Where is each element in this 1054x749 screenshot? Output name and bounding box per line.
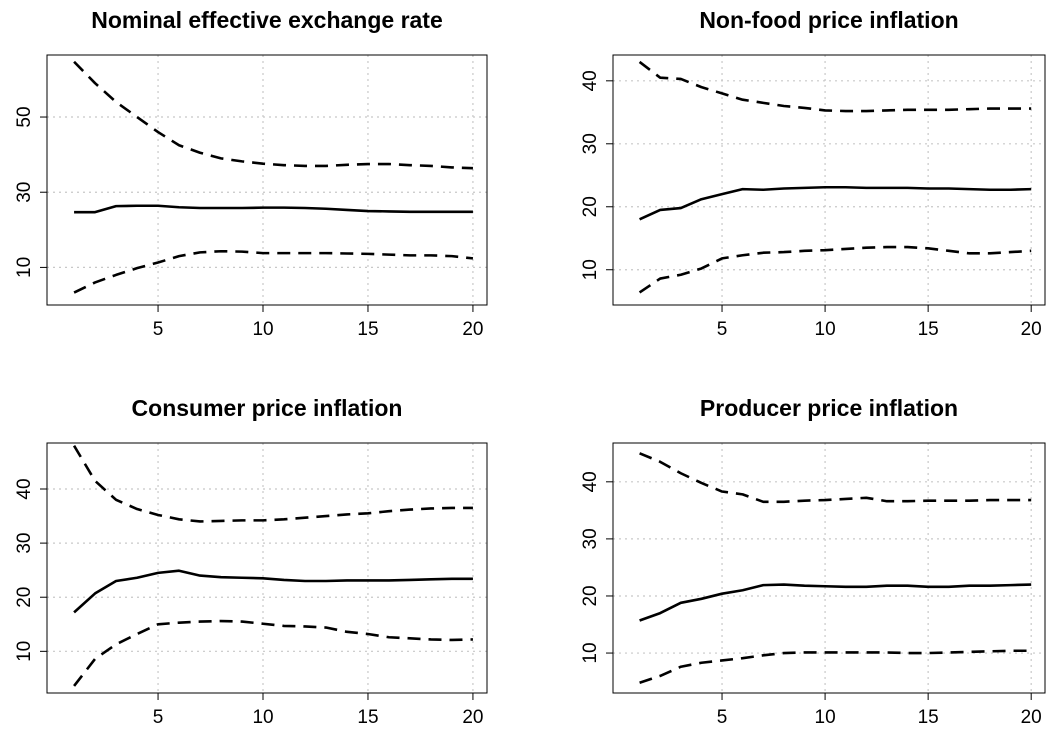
series-line: [638, 60, 1032, 113]
series-line: [72, 445, 473, 523]
y-tick-label: 40: [14, 478, 35, 499]
y-tick-label: 40: [580, 471, 601, 492]
y-tick-label: 10: [14, 641, 35, 662]
x-tick-label: 20: [462, 319, 483, 340]
panel-title: Consumer price inflation: [132, 395, 403, 421]
series-line: [639, 185, 1032, 221]
series-line: [639, 583, 1032, 622]
x-tick-label: 10: [815, 707, 836, 728]
x-tick-label: 20: [462, 707, 483, 728]
series-line: [638, 245, 1032, 294]
plot-frame: [612, 442, 1046, 694]
y-tick-label: 20: [580, 196, 601, 217]
x-tick-label: 15: [357, 319, 378, 340]
y-tick-label: 10: [580, 259, 601, 280]
y-tick-label: 20: [14, 587, 35, 608]
x-tick-label: 20: [1021, 319, 1042, 340]
y-tick-label: 10: [580, 642, 601, 663]
y-tick-label: 30: [14, 533, 35, 554]
y-tick-label: 50: [14, 106, 35, 127]
x-tick-label: 20: [1021, 707, 1042, 728]
y-tick-label: 20: [580, 585, 601, 606]
panel: Consumer price inflation 5 10 15 20 10 20 30 40: [14, 395, 488, 728]
panel: Non-food price inflation 5 10 15 20 10 20 30 40: [580, 7, 1046, 340]
y-tick-label: 30: [14, 182, 35, 203]
x-tick-label: 15: [357, 707, 378, 728]
x-tick-label: 15: [918, 319, 939, 340]
x-tick-label: 10: [252, 319, 273, 340]
y-tick-label: 30: [580, 528, 601, 549]
series-line: [74, 204, 473, 214]
series-line: [639, 649, 1032, 684]
series-line: [73, 569, 473, 614]
x-tick-label: 15: [918, 707, 939, 728]
x-tick-label: 10: [252, 707, 273, 728]
series-line: [639, 452, 1032, 504]
x-tick-label: 5: [153, 707, 164, 728]
plot-frame: [612, 54, 1046, 306]
y-tick-label: 40: [580, 70, 601, 91]
panel-title: Non-food price inflation: [699, 7, 958, 33]
plot-frame: [46, 442, 488, 694]
panel: Producer price inflation 5 10 15 20 10 20 30 40: [580, 395, 1046, 728]
panel-title: Nominal effective exchange rate: [91, 7, 443, 33]
panel: Nominal effective exchange rate 5 10 15 20 10…: [14, 7, 488, 340]
y-tick-label: 10: [14, 257, 35, 278]
x-tick-label: 5: [153, 319, 164, 340]
series-line: [73, 60, 473, 170]
panel-title: Producer price inflation: [700, 395, 958, 421]
x-tick-label: 10: [815, 319, 836, 340]
plot-frame: [46, 54, 488, 306]
series-line: [73, 249, 474, 294]
y-tick-label: 30: [580, 133, 601, 154]
x-tick-label: 5: [717, 707, 728, 728]
series-line: [73, 619, 473, 687]
x-tick-label: 5: [717, 319, 728, 340]
